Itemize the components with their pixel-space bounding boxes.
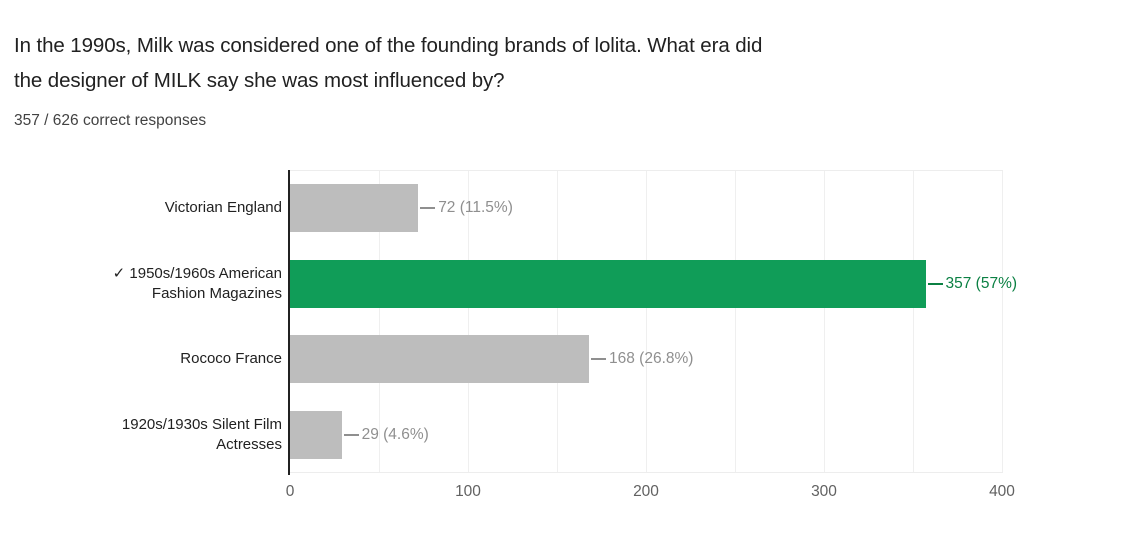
answer-label: 1920s/1930s Silent Film Actresses	[121, 416, 282, 454]
x-tick-400: 400	[989, 483, 1015, 500]
bar-value-label: 357 (57%)	[945, 274, 1018, 292]
y-axis-line	[288, 170, 290, 475]
leader-line	[343, 434, 359, 437]
gridline-200	[646, 171, 647, 472]
question-title: In the 1990s, Milk was considered one of…	[14, 28, 762, 98]
chart-row-victorian-england: Victorian England 72 (11.5%)	[0, 170, 1122, 246]
category-label: ✓ 1950s/1960s American Fashion Magazines	[0, 264, 286, 304]
chart-row-1920s-1930s-silent-film-actresses: 1920s/1930s Silent Film Actresses 29 (4.6…	[0, 397, 1122, 473]
bar-rows: Victorian England 72 (11.5%) ✓ 1950s/1960s…	[0, 170, 1122, 473]
category-label: Victorian England	[0, 198, 286, 218]
leader-line	[420, 206, 436, 209]
x-tick-100: 100	[455, 483, 481, 500]
leader-line	[591, 358, 606, 361]
gridline-150	[557, 171, 558, 472]
gridline-100	[468, 171, 469, 472]
gridline-50	[379, 171, 380, 472]
answer-label: Victorian England	[164, 198, 282, 216]
x-axis-tick-labels: 0 100 200 300 400	[0, 483, 1122, 503]
plot-area	[290, 170, 1003, 473]
question-title-line-1: In the 1990s, Milk was considered one of…	[14, 34, 763, 57]
leader-line	[927, 282, 943, 285]
gridline-250	[735, 171, 736, 472]
correct-responses-count: 357 / 626 correct responses	[14, 112, 207, 129]
chart-row-rococo-france: Rococo France 168 (26.8%)	[0, 322, 1122, 398]
bar-chart: Victorian England 72 (11.5%) ✓ 1950s/1960s…	[0, 170, 1122, 515]
bar-1920s-1930s-silent-film-actresses	[290, 411, 342, 460]
x-tick-200: 200	[633, 483, 659, 500]
bar-value-label: 72 (11.5%)	[438, 198, 513, 216]
bar-value-label: 29 (4.6%)	[361, 426, 429, 444]
chart-row-1950s-1960s-american-fashion-magazines: ✓ 1950s/1960s American Fashion Magazines…	[0, 246, 1122, 322]
bar-victorian-england	[290, 183, 419, 232]
x-tick-0: 0	[285, 483, 295, 500]
bar-rococo-france	[290, 335, 589, 384]
question-title-line-2: the designer of MILK say she was most in…	[14, 69, 505, 92]
correct-answer-label: ✓ 1950s/1960s American Fashion Magazines	[112, 264, 282, 302]
answer-label: Rococo France	[180, 350, 282, 368]
bar-value-label: 168 (26.8%)	[609, 350, 694, 368]
gridline-300	[824, 171, 825, 472]
category-label: 1920s/1930s Silent Film Actresses	[0, 415, 286, 455]
bar-1950s-1960s-american-fashion-magazines	[290, 259, 926, 308]
x-tick-300: 300	[811, 483, 837, 500]
gridline-400	[1002, 171, 1003, 472]
gridline-350	[913, 171, 914, 472]
category-label: Rococo France	[0, 349, 286, 369]
